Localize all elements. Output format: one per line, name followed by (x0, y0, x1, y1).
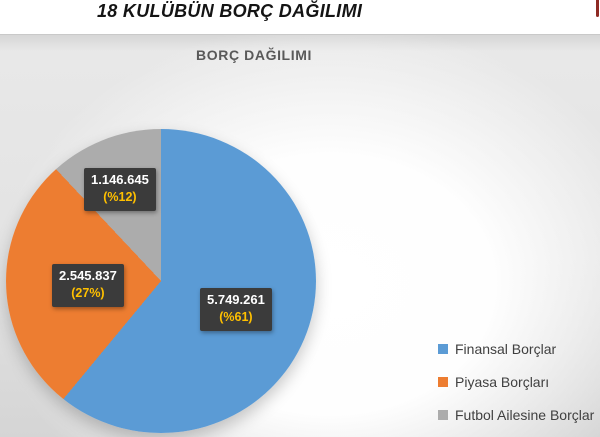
legend-swatch-blue-icon (438, 343, 448, 354)
article-title-bar: 18 KULÜBÜN BORÇ DAĞILIMI (0, 0, 600, 34)
data-label-value: 5.749.261 (207, 292, 265, 307)
legend-swatch-gray-icon (438, 409, 448, 420)
legend: Finansal Borçlar Piyasa Borçları Futbol … (438, 340, 594, 423)
legend-label: Finansal Borçlar (455, 340, 557, 357)
legend-label: Futbol Ailesine Borçlar (455, 406, 595, 423)
legend-item-finansal-borclar: Finansal Borçlar (438, 340, 594, 357)
data-label-percent: (27%) (71, 286, 105, 301)
data-label-percent: (%61) (219, 310, 253, 325)
legend-item-piyasa-borclari: Piyasa Borçları (438, 373, 594, 390)
data-label-percent: (%12) (103, 190, 137, 205)
data-label-value: 2.545.837 (59, 268, 117, 283)
data-label-futbol-ailesine-borclar: 1.146.645 (%12) (84, 168, 156, 212)
legend-label: Piyasa Borçları (455, 373, 550, 390)
article-title: 18 KULÜBÜN BORÇ DAĞILIMI (97, 1, 363, 21)
red-accent-line (596, 0, 599, 17)
legend-swatch-orange-icon (438, 376, 448, 387)
legend-item-futbol-ailesine-borclar: Futbol Ailesine Borçlar (438, 406, 594, 423)
data-label-piyasa-borclari: 2.545.837 (27%) (52, 264, 124, 308)
chart-title: BORÇ DAĞILIMI (196, 47, 312, 63)
chart-slide: BORÇ DAĞILIMI 5.749.261 (%61) 2.545.837 … (0, 34, 600, 437)
data-label-finansal-borclar: 5.749.261 (%61) (200, 288, 272, 332)
data-label-value: 1.146.645 (91, 172, 149, 187)
